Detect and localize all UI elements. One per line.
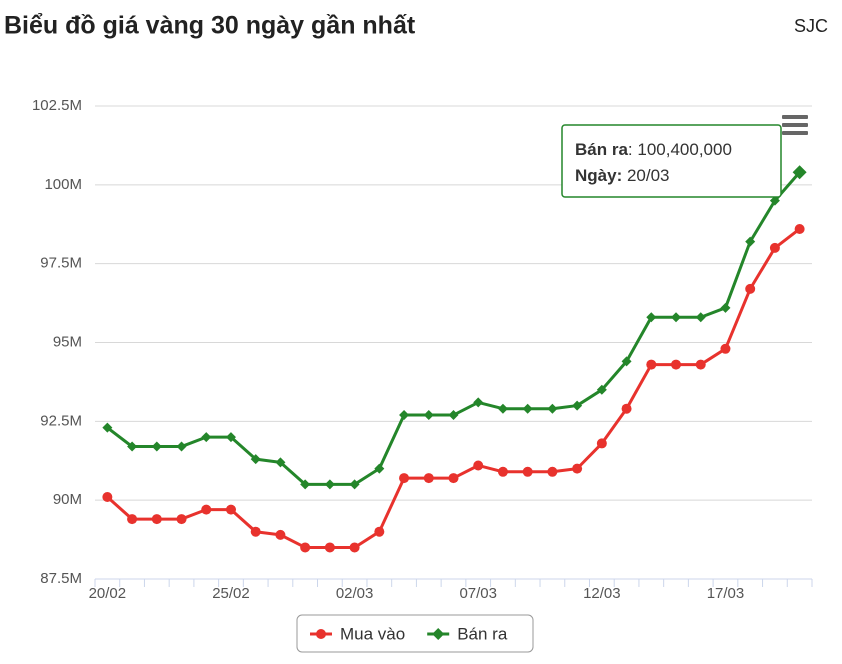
menu-bar <box>782 123 808 127</box>
x-tick-label: 20/02 <box>89 585 127 602</box>
tooltip-date: 20/03 <box>622 166 669 185</box>
legend-label: Mua vào <box>340 624 405 643</box>
tooltip: Bán ra: 100,400,000 Ngày: 20/03 <box>561 124 782 198</box>
x-tick-label: 12/03 <box>583 585 621 602</box>
marker <box>448 473 459 484</box>
y-tick-label: 97.5M <box>40 255 82 272</box>
marker <box>671 359 682 370</box>
marker <box>473 397 484 408</box>
x-tick-label: 17/03 <box>707 585 745 602</box>
y-tick-label: 100M <box>44 176 82 193</box>
marker <box>374 526 385 537</box>
marker <box>102 422 113 433</box>
marker <box>572 463 583 474</box>
marker <box>792 165 807 180</box>
series-line <box>106 171 801 486</box>
marker <box>720 343 731 354</box>
marker <box>596 384 607 395</box>
menu-icon[interactable] <box>782 115 808 135</box>
legend-label: Bán ra <box>457 624 508 643</box>
marker <box>695 312 706 323</box>
marker <box>151 514 162 525</box>
marker <box>497 466 508 477</box>
marker <box>250 454 261 465</box>
x-tick-label: 25/02 <box>212 585 250 602</box>
marker <box>201 432 212 443</box>
menu-bar <box>782 131 808 135</box>
marker <box>349 542 360 553</box>
marker <box>324 479 335 490</box>
tooltip-label: Bán ra <box>575 140 628 159</box>
marker <box>621 403 632 414</box>
tooltip-line: Ngày: 20/03 <box>575 166 670 185</box>
marker <box>671 312 682 323</box>
marker <box>621 356 632 367</box>
marker <box>572 400 583 411</box>
chart-subtitle: SJC <box>794 16 828 36</box>
marker <box>596 438 607 449</box>
chart-title: Biểu đồ giá vàng 30 ngày gần nhất <box>4 12 416 40</box>
marker <box>423 410 434 421</box>
x-tick-label: 02/03 <box>336 585 374 602</box>
marker <box>745 283 756 294</box>
marker <box>176 514 187 525</box>
tooltip-date-label: Ngày: <box>575 166 622 185</box>
marker <box>102 492 113 503</box>
tooltip-line: Bán ra: 100,400,000 <box>575 140 732 159</box>
legend-marker <box>432 628 445 640</box>
marker <box>151 441 162 452</box>
marker <box>225 432 236 443</box>
legend-marker <box>316 629 326 639</box>
marker <box>176 441 187 452</box>
marker <box>522 403 533 414</box>
marker <box>745 236 756 247</box>
y-tick-label: 95M <box>53 333 82 350</box>
tooltip-box <box>561 124 782 198</box>
marker <box>473 460 484 471</box>
marker <box>349 479 360 490</box>
marker <box>250 526 261 537</box>
marker <box>497 403 508 414</box>
y-tick-label: 90M <box>53 491 82 508</box>
marker <box>646 359 657 370</box>
marker <box>769 195 780 206</box>
marker <box>201 504 212 515</box>
y-tick-label: 92.5M <box>40 412 82 429</box>
legend: Mua vào Bán ra <box>296 614 534 653</box>
x-tick-label: 07/03 <box>459 585 497 602</box>
marker <box>127 441 138 452</box>
marker <box>399 410 410 421</box>
legend-box <box>296 614 534 653</box>
y-tick-label: 102.5M <box>32 97 82 114</box>
marker <box>522 466 533 477</box>
marker <box>275 529 286 540</box>
marker <box>720 302 731 313</box>
marker <box>275 457 286 468</box>
marker <box>399 473 410 484</box>
marker <box>794 223 805 234</box>
legend-item[interactable]: Mua vào <box>310 624 405 643</box>
marker <box>300 479 311 490</box>
marker <box>374 463 385 474</box>
marker <box>695 359 706 370</box>
marker <box>324 542 335 553</box>
marker <box>769 242 780 253</box>
marker <box>448 410 459 421</box>
marker <box>646 312 657 323</box>
marker <box>547 466 558 477</box>
marker <box>127 514 138 525</box>
y-tick-label: 87.5M <box>40 570 82 587</box>
marker <box>423 473 434 484</box>
tooltip-value: : 100,400,000 <box>628 140 732 159</box>
legend-item[interactable]: Bán ra <box>427 624 508 643</box>
marker <box>225 504 236 515</box>
marker <box>547 403 558 414</box>
marker <box>300 542 311 553</box>
menu-bar <box>782 115 808 119</box>
